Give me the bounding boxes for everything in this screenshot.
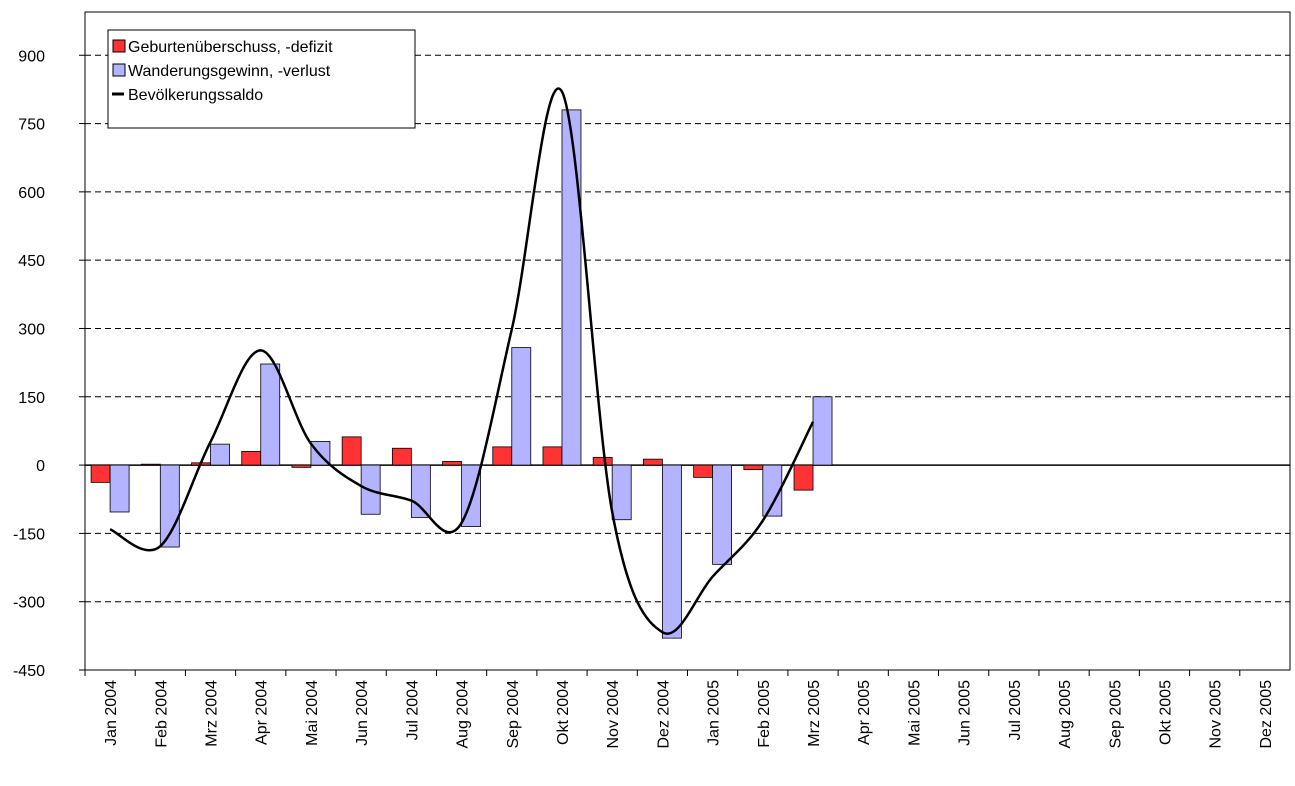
y-tick-label: 450 xyxy=(18,253,45,270)
x-tick-label: Dez 2004 xyxy=(655,680,672,749)
legend-box xyxy=(107,29,416,129)
bar xyxy=(611,464,632,521)
y-tick-label: -150 xyxy=(13,526,45,543)
y-tick-label: 300 xyxy=(18,321,45,338)
bar xyxy=(812,396,833,466)
bar xyxy=(661,464,682,639)
legend-swatch xyxy=(112,39,126,53)
bar xyxy=(410,464,431,518)
bar xyxy=(442,461,462,466)
y-tick-label: 150 xyxy=(18,390,45,407)
bar xyxy=(391,447,412,466)
x-tick-label: Jan 2004 xyxy=(103,680,120,746)
legend-label: Bevölkerungssaldo xyxy=(128,87,263,104)
bar xyxy=(90,464,111,483)
y-tick-label: -450 xyxy=(13,663,45,680)
x-tick-label: Sep 2004 xyxy=(505,680,522,749)
bar xyxy=(542,446,563,466)
x-tick-label: Nov 2005 xyxy=(1208,680,1225,749)
line xyxy=(109,87,815,635)
x-tick-label: Nov 2004 xyxy=(605,680,622,749)
y-tick-label: -300 xyxy=(13,595,45,612)
bar xyxy=(712,464,733,565)
y-tick-label: 750 xyxy=(18,117,45,134)
x-tick-label: Sep 2005 xyxy=(1107,680,1124,749)
x-tick-label: Jul 2005 xyxy=(1007,680,1024,741)
x-tick-label: Aug 2005 xyxy=(1057,680,1074,749)
legend-swatch xyxy=(112,63,126,77)
x-tick-label: Jan 2005 xyxy=(706,680,723,746)
x-tick-label: Mai 2004 xyxy=(304,680,321,746)
bar xyxy=(341,436,362,466)
bar xyxy=(561,109,582,466)
y-tick-label: 0 xyxy=(36,458,45,475)
x-tick-label: Feb 2005 xyxy=(756,680,773,748)
bar xyxy=(511,347,532,466)
x-tick-label: Aug 2004 xyxy=(455,680,472,749)
legend-label: Wanderungsgewinn, -verlust xyxy=(128,63,331,80)
bar xyxy=(260,363,281,466)
x-tick-label: Apr 2004 xyxy=(254,680,271,745)
y-tick-label: 600 xyxy=(18,185,45,202)
bar xyxy=(642,458,663,466)
x-tick-label: Mrz 2004 xyxy=(204,680,221,747)
bar xyxy=(291,464,312,468)
bar xyxy=(592,456,613,466)
x-tick-label: Jun 2005 xyxy=(957,680,974,746)
bar xyxy=(693,464,714,478)
bar xyxy=(762,464,783,517)
x-tick-label: Okt 2005 xyxy=(1157,680,1174,745)
legend-label: Geburtenüberschuss, -defizit xyxy=(128,39,333,56)
x-tick-label: Feb 2004 xyxy=(153,680,170,748)
x-tick-label: Jun 2004 xyxy=(354,680,371,746)
y-tick-label: 900 xyxy=(18,48,45,65)
x-tick-label: Mrz 2005 xyxy=(806,680,823,747)
x-tick-label: Mai 2005 xyxy=(906,680,923,746)
bar xyxy=(492,446,513,466)
x-tick-label: Apr 2005 xyxy=(856,680,873,745)
x-tick-label: Jul 2004 xyxy=(404,680,421,741)
bar xyxy=(140,463,161,466)
bar xyxy=(743,464,764,471)
bar xyxy=(793,464,814,491)
bar xyxy=(109,464,130,513)
bar xyxy=(210,443,230,466)
bar xyxy=(241,451,262,466)
x-tick-label: Okt 2004 xyxy=(555,680,572,745)
x-tick-label: Dez 2005 xyxy=(1258,680,1275,749)
